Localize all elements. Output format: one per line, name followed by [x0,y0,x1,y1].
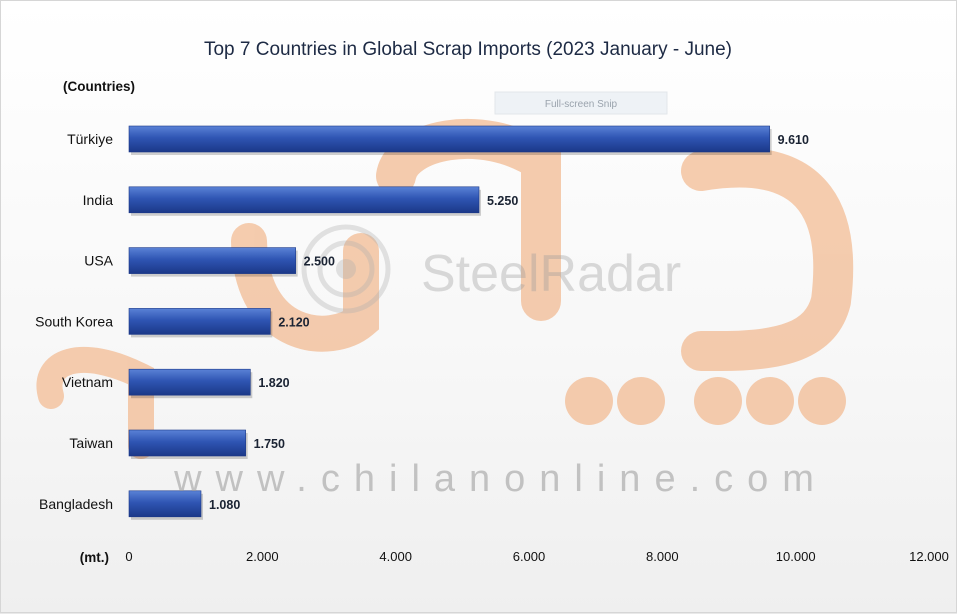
watermark-logo-shape [681,147,854,371]
category-label: Vietnam [62,374,113,390]
category-label: USA [84,253,113,269]
chart-title: Top 7 Countries in Global Scrap Imports … [204,39,732,60]
x-tick-label: 4.000 [379,549,412,564]
x-tick-label: 12.000 [909,549,949,564]
data-label: 2.120 [278,315,309,329]
data-label: 1.820 [258,376,289,390]
watermark-logo-dot [565,377,613,425]
snip-label: Full-screen Snip [545,99,618,110]
bar [128,429,246,457]
watermark-brand: SteelRadar [301,224,681,314]
watermark-brand-text: SteelRadar [421,245,681,303]
data-label: 9.610 [778,133,809,147]
data-label: 1.750 [254,437,285,451]
x-tick-label: 8.000 [646,549,679,564]
watermark-logo-dot [798,377,846,425]
category-label: Bangladesh [39,496,113,512]
bar [128,186,480,214]
bar [128,368,251,396]
watermark-logo [36,119,854,459]
x-tick-label: 0 [125,549,132,564]
watermark-logo-dot [617,377,665,425]
category-label: Türkiye [67,131,113,147]
x-tick-label: 2.000 [246,549,279,564]
watermark-logo-dot [746,377,794,425]
x-axis-ticks: 0 2.000 4.000 6.000 8.000 10.000 12.000 [125,549,949,564]
bar [128,247,296,274]
x-axis-unit: (mt.) [80,550,109,565]
y-axis-title: (Countries) [63,79,135,94]
data-label: 1.080 [209,498,240,512]
bars-layer: Türkiye 9.610 India 5.250 USA 2.500 South Kore… [35,125,809,520]
watermark-logo-dot [694,377,742,425]
x-tick-label: 6.000 [513,549,546,564]
data-label: 5.250 [487,194,518,208]
bar [128,308,271,335]
watermark-logo-shape [231,223,379,352]
x-tick-label: 10.000 [776,549,816,564]
category-label: Taiwan [69,435,113,451]
bar [128,125,770,153]
watermark-logo-shape [36,346,154,459]
category-label: South Korea [35,313,113,329]
category-label: India [83,192,114,208]
data-label: 2.500 [304,255,335,269]
bar [128,490,202,518]
watermark-url: www.chilanonline.com [173,458,828,500]
snip-overlay: Full-screen Snip [494,91,668,115]
